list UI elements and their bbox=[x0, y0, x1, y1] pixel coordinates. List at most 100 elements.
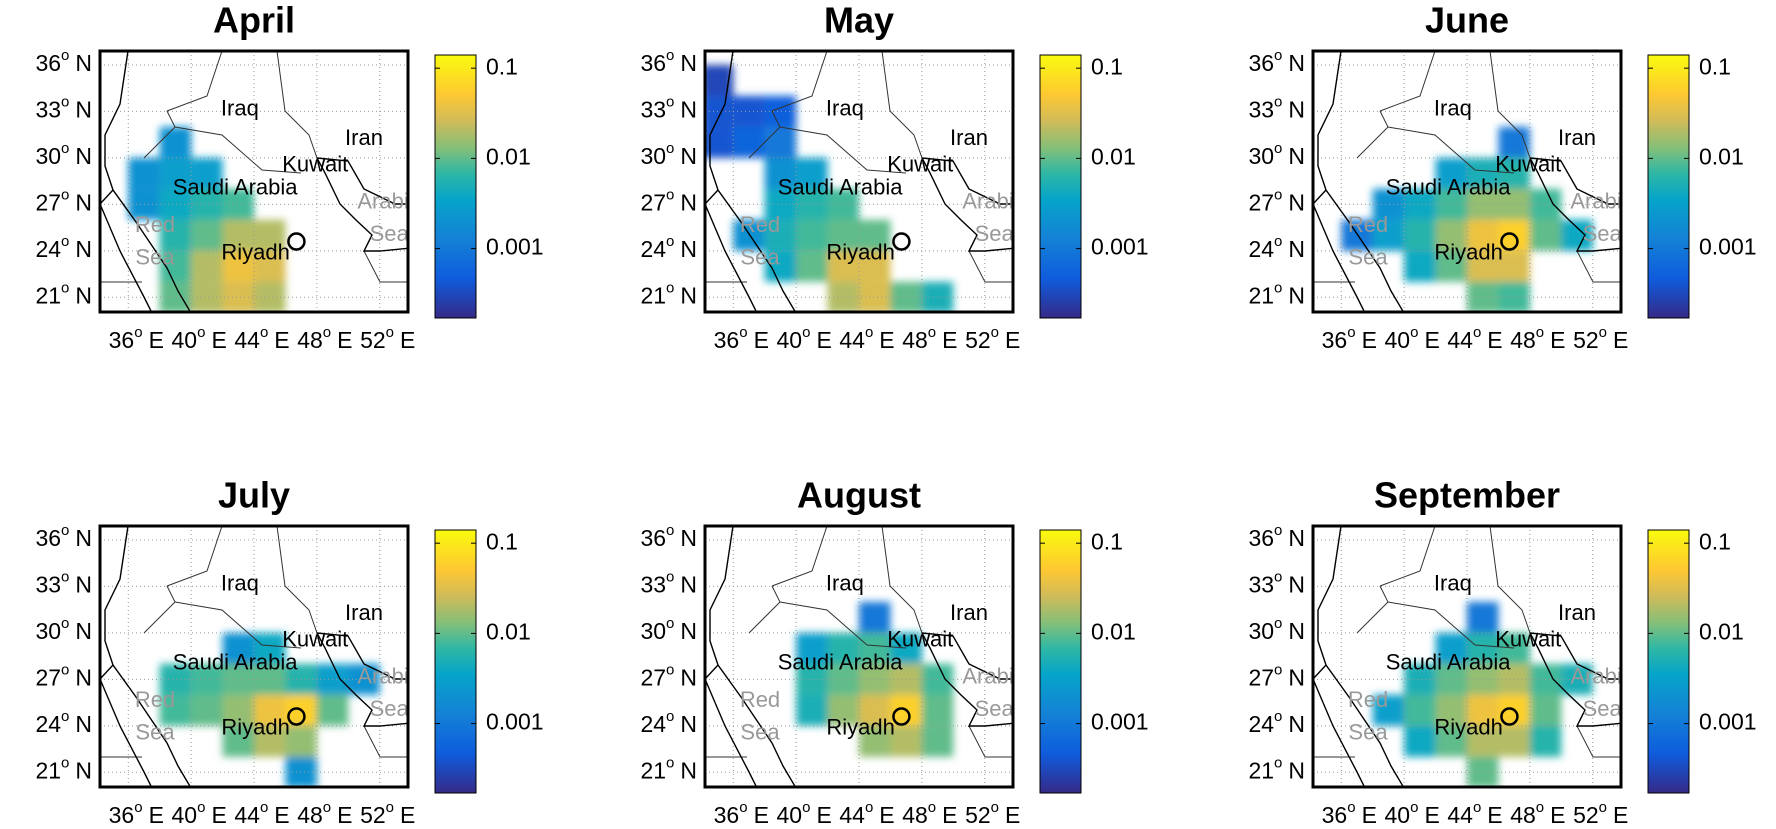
place-label: Red bbox=[135, 687, 175, 712]
tick-number: 36 bbox=[640, 525, 666, 551]
lon-label: 48o E bbox=[297, 799, 352, 828]
degree-mark: o bbox=[666, 522, 674, 539]
degree-mark: o bbox=[61, 233, 69, 250]
hemisphere: N bbox=[680, 189, 697, 215]
place-label: Iran bbox=[345, 125, 383, 150]
place-label: Arabia bbox=[1570, 189, 1634, 214]
degree-mark: o bbox=[1599, 799, 1607, 816]
map-frame bbox=[1311, 49, 1623, 314]
colorbar-tick-label: 0.1 bbox=[486, 53, 518, 79]
place-label: Iraq bbox=[221, 96, 259, 121]
tick-number: 27 bbox=[640, 189, 666, 215]
place-label: Iran bbox=[345, 600, 383, 625]
place-label: Sea bbox=[370, 696, 410, 721]
place-label: Iran bbox=[950, 600, 988, 625]
lat-label: 27o N bbox=[1248, 186, 1305, 215]
lon-label: 36o E bbox=[1322, 324, 1377, 353]
colorbar-tick-label: 0.001 bbox=[486, 709, 544, 735]
place-label: Arabia bbox=[357, 189, 421, 214]
hemisphere: N bbox=[1288, 96, 1305, 122]
tick-number: 40 bbox=[777, 327, 803, 353]
heat-cell bbox=[827, 281, 859, 312]
lat-label: 24o N bbox=[35, 233, 92, 262]
panel-title: July bbox=[218, 475, 290, 516]
colorbar-tick-label: 0.01 bbox=[486, 143, 531, 169]
tick-number: 24 bbox=[1248, 711, 1274, 737]
tick-number: 30 bbox=[640, 618, 666, 644]
tick-number: 24 bbox=[1248, 236, 1274, 262]
degree-mark: o bbox=[1274, 279, 1282, 296]
heat-cell bbox=[1435, 632, 1467, 664]
hemisphere: N bbox=[1288, 282, 1305, 308]
hemisphere: N bbox=[680, 96, 697, 122]
tick-number: 27 bbox=[1248, 664, 1274, 690]
hemisphere: E bbox=[942, 327, 957, 353]
tick-number: 27 bbox=[35, 664, 61, 690]
heat-cell bbox=[859, 694, 891, 726]
tick-number: 30 bbox=[640, 143, 666, 169]
place-label: Sea bbox=[975, 221, 1015, 246]
degree-mark: o bbox=[865, 799, 873, 816]
place-label: Kuwait bbox=[1495, 151, 1561, 176]
colorbar-tick-label: 0.01 bbox=[486, 618, 531, 644]
heat-cell bbox=[254, 250, 286, 282]
heat-cell bbox=[1529, 219, 1562, 251]
hemisphere: E bbox=[1550, 327, 1565, 353]
lon-label: 48o E bbox=[297, 324, 352, 353]
place-label: Red bbox=[1348, 212, 1388, 237]
place-label: Riyadh bbox=[221, 715, 289, 740]
hemisphere: N bbox=[75, 664, 92, 690]
degree-mark: o bbox=[197, 324, 205, 341]
lon-label: 44o E bbox=[234, 799, 289, 828]
hemisphere: N bbox=[75, 143, 92, 169]
degree-mark: o bbox=[1410, 799, 1418, 816]
map-frame bbox=[1311, 524, 1623, 789]
heat-cell bbox=[1435, 219, 1467, 251]
degree-mark: o bbox=[666, 615, 674, 632]
hemisphere: N bbox=[75, 618, 92, 644]
heat-cell bbox=[191, 694, 223, 726]
lat-label: 33o N bbox=[35, 93, 92, 122]
tick-number: 24 bbox=[35, 711, 61, 737]
lat-label: 24o N bbox=[640, 233, 697, 262]
heat-cell bbox=[1498, 188, 1530, 220]
degree-mark: o bbox=[323, 324, 331, 341]
lat-label: 27o N bbox=[1248, 661, 1305, 690]
lon-label: 40o E bbox=[1385, 799, 1440, 828]
place-label: Sea bbox=[740, 244, 780, 269]
tick-number: 48 bbox=[297, 802, 323, 828]
tick-number: 27 bbox=[640, 664, 666, 690]
tick-number: 33 bbox=[1248, 96, 1274, 122]
hemisphere: E bbox=[1487, 327, 1502, 353]
place-label: Saudi Arabia bbox=[173, 175, 299, 200]
degree-mark: o bbox=[666, 568, 674, 585]
place-label: Iran bbox=[950, 125, 988, 150]
heat-cell bbox=[128, 157, 160, 189]
degree-mark: o bbox=[1536, 324, 1544, 341]
place-label: Riyadh bbox=[221, 240, 289, 265]
heat-cell bbox=[1561, 219, 1593, 251]
degree-mark: o bbox=[1274, 186, 1282, 203]
tick-number: 44 bbox=[839, 327, 865, 353]
degree-mark: o bbox=[1599, 324, 1607, 341]
lon-label: 40o E bbox=[777, 799, 832, 828]
heatmap bbox=[159, 632, 380, 787]
degree-mark: o bbox=[928, 324, 936, 341]
heat-cell bbox=[222, 632, 254, 664]
degree-mark: o bbox=[666, 279, 674, 296]
hemisphere: N bbox=[75, 236, 92, 262]
lon-label: 52o E bbox=[965, 324, 1020, 353]
heat-cell bbox=[1498, 725, 1530, 757]
lat-label: 27o N bbox=[640, 186, 697, 215]
lat-label: 24o N bbox=[35, 708, 92, 737]
lon-label: 52o E bbox=[965, 799, 1020, 828]
panel-title: April bbox=[213, 0, 295, 41]
heat-cell bbox=[890, 663, 922, 695]
hemisphere: N bbox=[680, 757, 697, 783]
hemisphere: N bbox=[75, 571, 92, 597]
heat-cell bbox=[890, 281, 922, 312]
heat-cell bbox=[796, 250, 828, 282]
